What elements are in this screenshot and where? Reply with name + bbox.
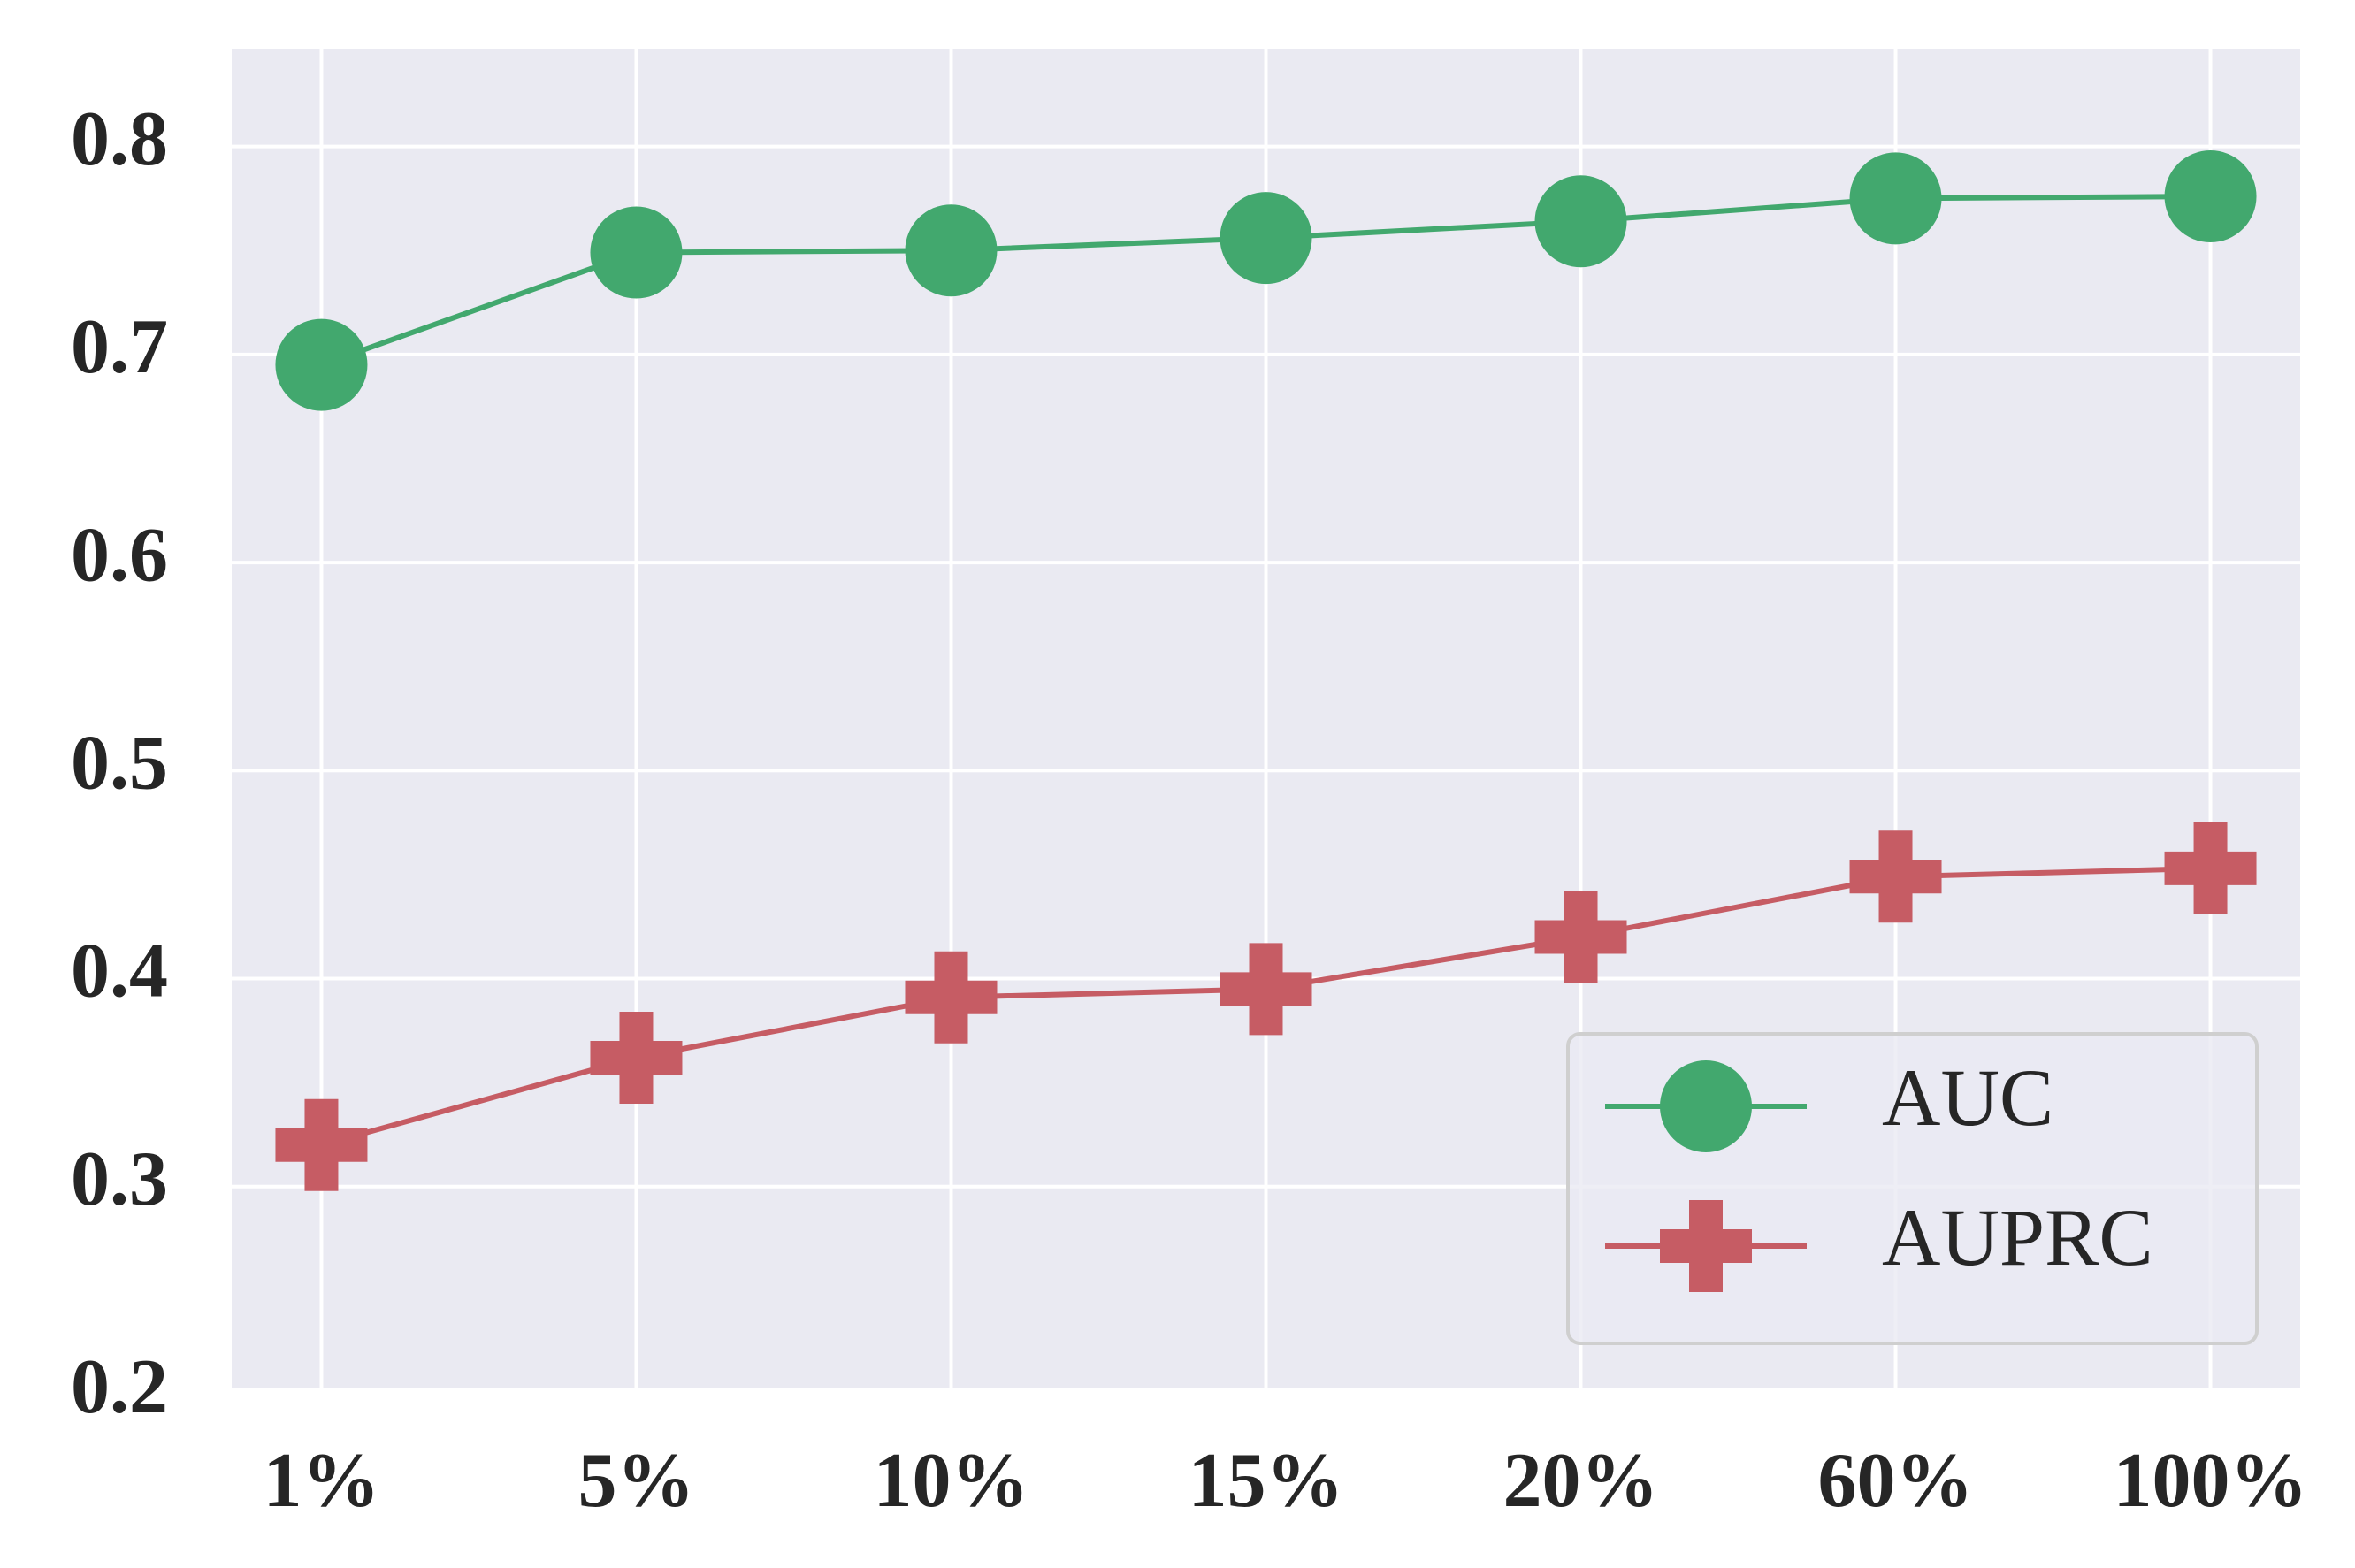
x-tick-label: 10%	[873, 1438, 1028, 1524]
point	[1849, 152, 1942, 245]
x-tick-label: 15%	[1189, 1438, 1344, 1524]
y-tick-label: 0.4	[71, 929, 168, 1014]
point	[590, 1011, 683, 1104]
point	[275, 1098, 368, 1191]
point	[1220, 943, 1312, 1036]
legend-label: AUPRC	[1882, 1192, 2153, 1282]
point	[590, 206, 683, 299]
point	[1660, 1200, 1752, 1292]
point	[905, 204, 998, 297]
point	[1849, 830, 1942, 923]
x-tick-label: 60%	[1818, 1438, 1974, 1524]
point	[2164, 822, 2257, 914]
y-tick-label: 0.7	[71, 304, 168, 390]
legend-label: AUC	[1882, 1052, 2053, 1143]
x-tick-label: 5%	[577, 1438, 694, 1524]
point	[1534, 891, 1627, 983]
y-tick-label: 0.6	[71, 512, 168, 598]
x-tick-label: 20%	[1503, 1438, 1659, 1524]
point	[275, 318, 368, 411]
x-tick-label: 100%	[2114, 1438, 2308, 1524]
point	[1534, 175, 1627, 268]
point	[2164, 150, 2257, 243]
point	[905, 951, 998, 1044]
y-tick-label: 0.3	[71, 1136, 168, 1222]
y-tick-label: 0.2	[71, 1344, 168, 1430]
point	[1220, 192, 1312, 285]
y-tick-label: 0.5	[71, 720, 168, 806]
x-tick-label: 1%	[263, 1438, 379, 1524]
point	[1660, 1060, 1752, 1152]
y-tick-label: 0.8	[71, 96, 168, 182]
